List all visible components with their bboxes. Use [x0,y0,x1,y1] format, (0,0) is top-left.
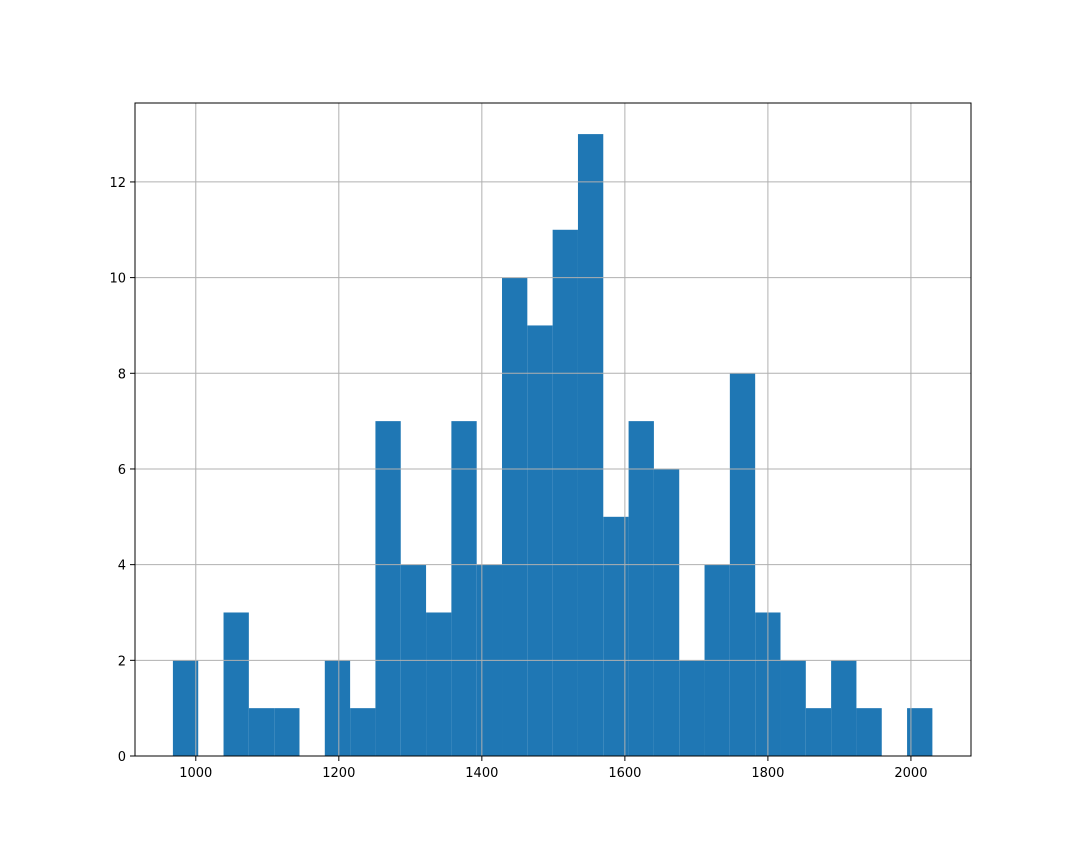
bar [350,708,376,756]
x-tick-label: 2000 [894,766,927,781]
plot-frame [134,102,972,757]
x-tick-label: 1400 [465,766,498,781]
bar [780,660,806,756]
bar [375,421,401,756]
bar [831,660,857,756]
bar [527,325,553,756]
y-tick-label: 4 [118,559,126,574]
bar [552,229,578,756]
bar [679,660,705,756]
bar [248,708,275,756]
bar [603,516,629,756]
bar [856,708,882,756]
y-tick-label: 8 [118,367,126,382]
x-tick-label: 1200 [322,766,355,781]
bar [172,660,199,756]
bar [426,612,452,756]
bar [324,660,351,756]
bar [502,277,528,756]
bar [451,421,477,756]
bar [274,708,300,756]
bar [577,134,604,757]
bar [223,612,249,756]
x-tick-label: 1000 [179,766,212,781]
y-tick-label: 10 [109,272,126,287]
y-tick-label: 2 [118,654,126,669]
x-tick-label: 1600 [608,766,641,781]
bar [628,421,654,756]
y-tick-label: 6 [118,463,126,478]
y-tick-label: 12 [109,176,126,191]
bar [805,708,832,756]
bar [653,468,680,756]
y-tick-label: 0 [118,750,126,765]
x-tick-label: 1800 [751,766,784,781]
